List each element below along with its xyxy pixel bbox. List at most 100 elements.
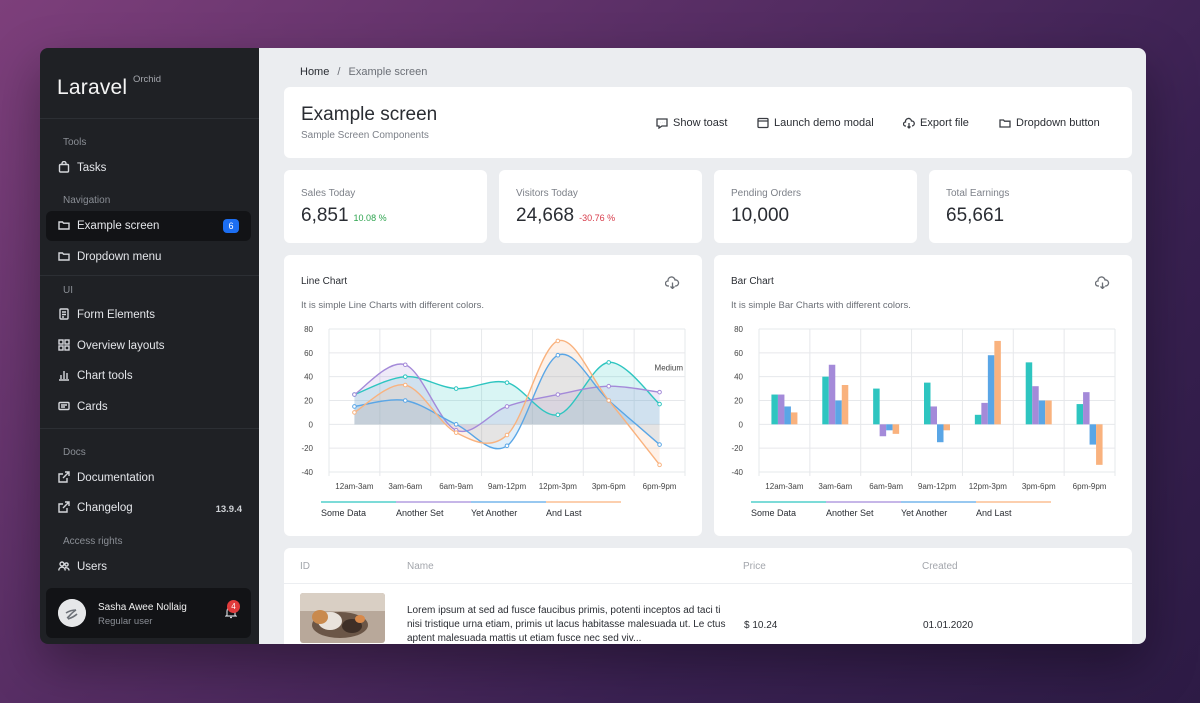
sidebar-item-label: Changelog: [77, 502, 133, 514]
breadcrumb: Home / Example screen: [300, 66, 427, 78]
row-created: 01.01.2020: [923, 620, 974, 631]
header-divider: [284, 583, 1132, 584]
line-chart: 80 60 40 20 0 -20 -40 12am-3am 3am-6am 6am-9am 9am…: [301, 325, 686, 518]
cloud-download-icon[interactable]: [664, 276, 680, 290]
folder-icon: [58, 250, 72, 264]
data-point: [402, 398, 408, 403]
y-tick-label: -20: [731, 444, 743, 453]
legend-item: Some Data: [321, 508, 366, 518]
bar-chart-icon: [58, 369, 72, 383]
bar: [1045, 400, 1052, 425]
chart-title: Line Chart: [301, 276, 348, 287]
data-point: [606, 360, 612, 365]
series-area: [354, 362, 660, 425]
cloud-download-icon[interactable]: [1094, 276, 1110, 290]
chart-description: It is simple Line Charts with different …: [301, 300, 485, 311]
y-tick-label: -40: [731, 468, 743, 477]
x-tick-label: 12am-3am: [765, 482, 804, 491]
column-header-created[interactable]: Created: [922, 561, 958, 572]
data-point: [504, 432, 510, 438]
page-header: Example screen Sample Screen Components …: [284, 87, 1132, 158]
data-point: [657, 462, 662, 468]
sidebar-item-tasks[interactable]: Tasks: [46, 153, 251, 183]
column-header-name[interactable]: Name: [407, 561, 434, 572]
data-point: [402, 382, 408, 388]
bar: [771, 394, 778, 425]
x-tick-label: 6am-9am: [439, 482, 473, 491]
metric-card-visitors: Visitors Today 24,668 -30.76 %: [499, 170, 702, 243]
show-toast-button[interactable]: Show toast: [656, 117, 727, 129]
sidebar-divider: [40, 275, 259, 276]
bar: [1076, 404, 1084, 425]
x-tick-label: 9am-12pm: [488, 482, 527, 491]
y-tick-label: 60: [304, 349, 313, 358]
x-tick-label: 6pm-9pm: [643, 482, 677, 491]
sidebar-item-cards[interactable]: Cards: [46, 392, 251, 422]
breadcrumb-home[interactable]: Home: [300, 66, 330, 78]
x-tick-label: 9am-12pm: [918, 482, 957, 491]
bar: [822, 376, 829, 425]
export-file-button[interactable]: Export file: [903, 117, 969, 129]
dropdown-button[interactable]: Dropdown button: [999, 117, 1100, 129]
bar: [937, 424, 944, 443]
metric-delta: -30.76 %: [579, 213, 616, 223]
bar: [943, 424, 950, 431]
data-point: [606, 383, 612, 389]
data-point: [657, 389, 662, 395]
sidebar-item-users[interactable]: Users: [46, 552, 251, 582]
sidebar-item-label: Users: [77, 561, 108, 573]
user-profile[interactable]: Sasha Awee Nollaig Regular user 4: [46, 588, 251, 638]
bar: [981, 402, 988, 425]
data-point: [504, 404, 510, 409]
bar: [835, 400, 842, 425]
data-point: [657, 442, 662, 447]
series-area: [354, 340, 660, 465]
breadcrumb-separator: /: [337, 66, 341, 78]
page-title: Example screen: [301, 104, 438, 125]
bar: [777, 394, 785, 425]
sidebar-item-changelog[interactable]: Changelog: [46, 493, 251, 523]
x-tick-label: 12pm-3pm: [539, 482, 578, 491]
app-window: Laravel Orchid Tools Tasks Navigation Ex…: [40, 48, 1146, 644]
sidebar-item-example-screen[interactable]: Example screen 6: [46, 211, 251, 241]
sidebar-item-documentation[interactable]: Documentation: [46, 463, 251, 493]
bar: [1089, 424, 1097, 445]
button-label: Export file: [920, 117, 969, 129]
bar: [790, 412, 798, 425]
sidebar-item-label: Tasks: [77, 162, 107, 174]
column-header-id[interactable]: ID: [300, 561, 310, 572]
bar: [1032, 386, 1039, 425]
version-label: 13.9.4: [215, 504, 242, 515]
bar: [873, 388, 880, 425]
row-price: $ 10.24: [744, 620, 778, 631]
line-chart-card: Line Chart It is simple Line Charts with…: [284, 255, 702, 536]
data-point: [352, 410, 357, 415]
column-header-price[interactable]: Price: [743, 561, 766, 572]
sidebar-item-label: Cards: [77, 401, 108, 413]
data-point: [555, 352, 561, 358]
data-point: [402, 374, 408, 379]
sidebar-item-label: Documentation: [77, 472, 155, 484]
section-access-rights: Access rights: [63, 536, 123, 547]
data-point: [657, 401, 662, 407]
section-tools: Tools: [63, 137, 87, 148]
brand-logo[interactable]: Laravel Orchid: [57, 74, 161, 100]
legend-item: Yet Another: [901, 508, 947, 518]
x-tick-label: 6pm-9pm: [1073, 482, 1107, 491]
external-link-icon: [58, 501, 72, 515]
data-point: [352, 404, 357, 409]
legend-item: Some Data: [751, 508, 796, 518]
sidebar-item-dropdown-menu[interactable]: Dropdown menu: [46, 242, 251, 272]
sidebar-item-form-elements[interactable]: Form Elements: [46, 300, 251, 330]
sidebar-item-chart-tools[interactable]: Chart tools: [46, 361, 251, 391]
sidebar-item-overview-layouts[interactable]: Overview layouts: [46, 331, 251, 361]
bar: [1025, 362, 1033, 425]
y-tick-label: 40: [734, 373, 743, 382]
data-point: [453, 386, 459, 391]
grid-icon: [58, 339, 72, 353]
data-table: ID Name Price Created Lorem i: [284, 548, 1132, 644]
y-tick-label: -40: [301, 468, 313, 477]
x-tick-label: 3am-6am: [388, 482, 422, 491]
launch-demo-modal-button[interactable]: Launch demo modal: [757, 117, 874, 129]
data-point: [504, 443, 510, 449]
